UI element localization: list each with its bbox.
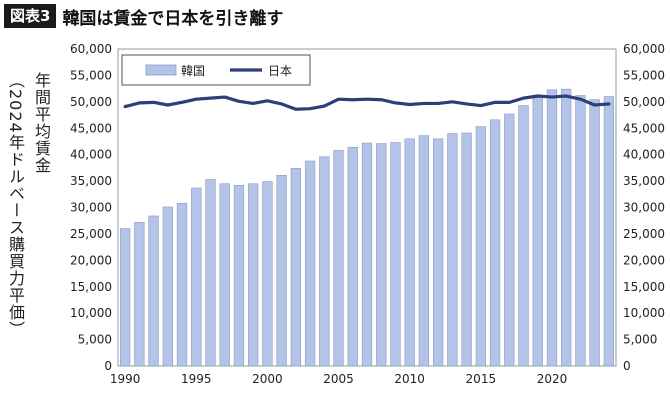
bar-korea — [447, 133, 458, 367]
line-series-japan — [123, 94, 611, 111]
y-tick-left-label: 30,000 — [70, 201, 112, 215]
bar-korea — [461, 132, 472, 367]
bar-korea — [504, 113, 515, 367]
x-tick-label: 1990 — [110, 372, 141, 386]
bar-korea — [176, 202, 188, 367]
bar-korea — [532, 96, 543, 367]
legend-swatch-korea — [145, 64, 177, 76]
bar-korea — [603, 96, 615, 367]
y-axis-label-sub: （2024年ドルベース購買力平価） — [6, 72, 25, 338]
legend: 韓国 日本 — [121, 54, 311, 86]
y-tick-left-label: 35,000 — [70, 174, 112, 188]
chart-header: 図表3 韓国は賃金で日本を引き離す — [4, 3, 283, 29]
y-tick-right-label: 20,000 — [623, 253, 665, 267]
y-tick-right-label: 45,000 — [623, 121, 665, 135]
bar-korea — [162, 206, 173, 367]
bar-korea — [319, 156, 330, 367]
x-tick-label: 2005 — [323, 372, 354, 386]
bar-korea — [518, 105, 529, 367]
bar-korea — [219, 183, 230, 367]
bar-korea — [433, 138, 444, 367]
y-tick-right-label: 55,000 — [623, 68, 665, 82]
y-tick-left-label: 60,000 — [70, 42, 112, 56]
x-tick-label: 1995 — [181, 372, 212, 386]
bar-korea — [276, 174, 287, 367]
y-tick-left-label: 50,000 — [70, 95, 112, 109]
y-ticks-right: 0 5,000 10,000 15,000 20,000 25,000 30,000 35,0… — [623, 42, 665, 373]
y-tick-left-label: 40,000 — [70, 148, 112, 162]
bar-korea — [333, 150, 344, 367]
chart-title: 韓国は賃金で日本を引き離す — [62, 8, 284, 29]
y-tick-right-label: 60,000 — [623, 42, 665, 56]
bar-korea — [119, 228, 131, 367]
x-ticks: 1990 1995 2000 2005 2010 2015 2020 — [110, 372, 567, 386]
legend-label-korea: 韓国 — [181, 64, 205, 78]
y-tick-right-label: 10,000 — [623, 306, 665, 320]
bar-korea — [475, 126, 486, 367]
y-tick-left-label: 25,000 — [70, 227, 112, 241]
y-tick-right-label: 35,000 — [623, 174, 665, 188]
bar-korea — [290, 168, 301, 367]
y-ticks-left: 0 5,000 10,000 15,000 20,000 25,000 30,000 35,0… — [70, 42, 112, 373]
bar-korea — [575, 95, 586, 367]
bar-korea — [262, 181, 273, 367]
bar-korea — [148, 215, 159, 367]
y-axis-label-main: 年間平均賃金 — [32, 72, 51, 174]
bar-korea — [304, 160, 316, 367]
bar-korea — [248, 183, 259, 367]
bar-series — [119, 88, 615, 367]
y-tick-left-label: 0 — [104, 359, 112, 373]
y-tick-left-label: 15,000 — [70, 280, 112, 294]
bar-korea — [404, 138, 415, 367]
bar-korea — [390, 142, 401, 367]
y-tick-right-label: 30,000 — [623, 201, 665, 215]
bar-korea — [561, 88, 572, 367]
y-tick-left-label: 45,000 — [70, 121, 112, 135]
bar-korea — [361, 142, 373, 367]
legend-label-japan: 日本 — [268, 64, 292, 78]
y-tick-right-label: 50,000 — [623, 95, 665, 109]
bar-korea — [205, 179, 216, 367]
y-tick-right-label: 5,000 — [623, 333, 657, 347]
y-tick-left-label: 5,000 — [78, 333, 112, 347]
y-tick-left-label: 55,000 — [70, 68, 112, 82]
bar-korea — [134, 221, 145, 367]
y-tick-right-label: 40,000 — [623, 148, 665, 162]
bar-korea — [376, 143, 387, 367]
bar-korea — [589, 99, 600, 367]
figure-label: 図表3 — [4, 4, 57, 28]
x-tick-label: 2015 — [466, 372, 497, 386]
y-tick-right-label: 25,000 — [623, 227, 665, 241]
bar-korea — [489, 119, 501, 367]
x-tick-label: 2010 — [394, 372, 425, 386]
bar-korea — [347, 146, 358, 367]
bar-korea — [418, 135, 430, 367]
bar-korea — [191, 187, 202, 367]
y-axis-label: 年間平均賃金 （2024年ドルベース購買力平価） — [2, 72, 52, 382]
x-tick-label: 2000 — [252, 372, 283, 386]
bar-korea — [546, 89, 558, 367]
bar-korea — [233, 185, 245, 367]
y-tick-right-label: 15,000 — [623, 280, 665, 294]
y-tick-right-label: 0 — [623, 359, 631, 373]
y-tick-left-label: 20,000 — [70, 253, 112, 267]
y-tick-left-label: 10,000 — [70, 306, 112, 320]
x-tick-label: 2020 — [537, 372, 568, 386]
